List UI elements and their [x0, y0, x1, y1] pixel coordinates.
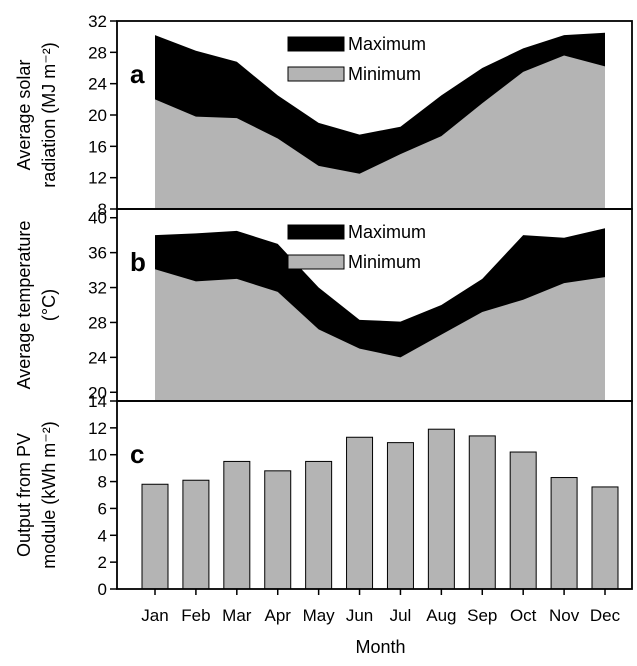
panel-a-y-tick-label: 20: [88, 106, 107, 125]
panel-c-y-tick-label: 0: [98, 580, 107, 599]
panel-c-y-tick-label: 6: [98, 499, 107, 518]
panel-c-bar: [265, 471, 291, 589]
x-tick-label: Aug: [426, 606, 456, 625]
panel-c-bar: [510, 452, 536, 589]
panel-b-legend-minimum-swatch: [288, 255, 344, 269]
x-tick-label: Feb: [181, 606, 210, 625]
panel-b-label: b: [130, 247, 146, 277]
panel-b-y-tick-label: 36: [88, 244, 107, 263]
panel-c-y-tick-label: 4: [98, 526, 107, 545]
panel-c-y-tick-label: 2: [98, 553, 107, 572]
panel-a-y-axis-title-line: Average solar: [14, 60, 34, 171]
x-tick-label: Nov: [549, 606, 580, 625]
panel-a-y-tick-label: 16: [88, 137, 107, 156]
x-tick-label: May: [303, 606, 336, 625]
panel-b-legend-minimum-label: Minimum: [348, 252, 421, 272]
panel-c-bar: [306, 461, 332, 589]
panel-b-legend-maximum-swatch: [288, 225, 344, 239]
x-tick-label: Jul: [390, 606, 412, 625]
panel-c-bar: [142, 484, 168, 589]
panel-b-y-axis-title-line: Average temperature: [14, 221, 34, 390]
panel-c-bar: [347, 437, 373, 589]
panel-c-bar: [183, 480, 209, 589]
panel-b-legend-maximum-label: Maximum: [348, 222, 426, 242]
panel-c-y-axis-title-line: module (kWh m⁻²): [39, 421, 59, 569]
panel-a-y-tick-label: 24: [88, 75, 107, 94]
x-tick-label: Oct: [510, 606, 537, 625]
panel-b-y-axis-title-line: (°C): [39, 289, 59, 321]
panel-c-y-tick-label: 10: [88, 446, 107, 465]
panel-a-legend-minimum-swatch: [288, 67, 344, 81]
x-tick-label: Dec: [590, 606, 621, 625]
panel-a-y-axis-title-line: radiation (MJ m⁻²): [39, 42, 59, 188]
panel-b-y-tick-label: 24: [88, 348, 107, 367]
panel-b-y-tick-label: 32: [88, 279, 107, 298]
panel-c-bar: [469, 436, 495, 589]
panel-a-y-tick-label: 32: [88, 12, 107, 31]
panel-c-bar: [224, 461, 250, 589]
panel-c-y-tick-label: 14: [88, 392, 107, 411]
panel-a-label: a: [130, 59, 145, 89]
panel-c-bar: [551, 478, 577, 589]
x-tick-label: Mar: [222, 606, 252, 625]
panel-a-legend-maximum-label: Maximum: [348, 34, 426, 54]
panel-c-y-axis-title-line: Output from PV: [14, 433, 34, 557]
x-tick-label: Apr: [264, 606, 291, 625]
panel-b-y-tick-label: 40: [88, 209, 107, 228]
x-tick-label: Jan: [141, 606, 168, 625]
panel-a-y-tick-label: 28: [88, 43, 107, 62]
panel-c-bar: [592, 487, 618, 589]
x-tick-label: Sep: [467, 606, 497, 625]
panel-c-bar: [428, 429, 454, 589]
panel-c-y-tick-label: 12: [88, 419, 107, 438]
panel-b-y-tick-label: 28: [88, 313, 107, 332]
x-axis-title: Month: [355, 637, 405, 657]
panel-a-y-tick-label: 12: [88, 169, 107, 188]
panel-c-bar: [387, 443, 413, 589]
panel-c-label: c: [130, 439, 144, 469]
panel-a-legend-maximum-swatch: [288, 37, 344, 51]
panel-a-legend-minimum-label: Minimum: [348, 64, 421, 84]
x-tick-label: Jun: [346, 606, 373, 625]
panel-c-y-tick-label: 8: [98, 473, 107, 492]
